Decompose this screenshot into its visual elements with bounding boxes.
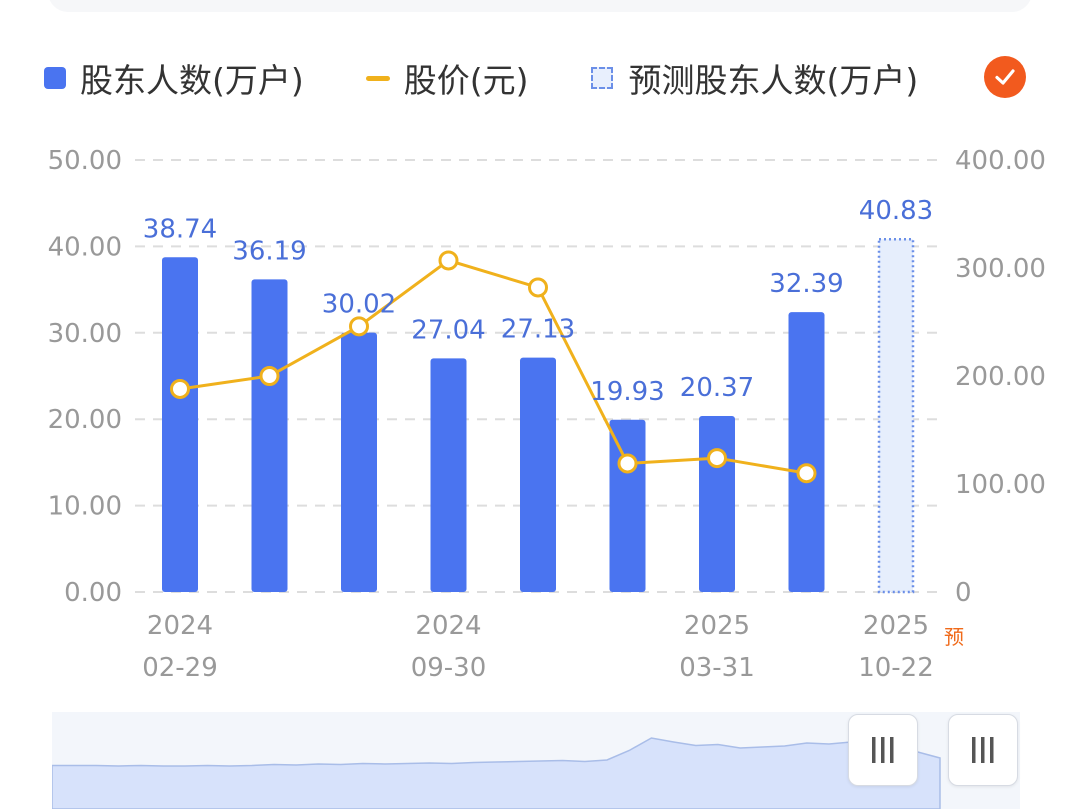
price-point	[349, 316, 369, 337]
price-point	[259, 366, 280, 386]
price-point	[796, 463, 817, 484]
holders-bar	[609, 419, 646, 592]
y-left-tick-label: 10.00	[48, 492, 122, 522]
x-tick-year: 2025	[684, 611, 750, 641]
navigator-handle-right[interactable]	[948, 714, 1018, 786]
holders-bar-label: 30.02	[322, 290, 396, 320]
holders-bar-label: 19.93	[590, 377, 664, 407]
holders-bar	[699, 416, 735, 592]
y-right-tick-label: 0	[955, 578, 972, 608]
grip-icon	[872, 737, 894, 763]
holders-bar	[341, 332, 377, 592]
legend-label-price: 股价(元)	[403, 61, 529, 100]
filter-toggle-button[interactable]	[984, 56, 1026, 98]
holders-bar-label: 20.37	[680, 373, 754, 403]
y-left-tick-label: 30.00	[48, 319, 122, 349]
legend-item-forecast[interactable]: 预测股东人数(万户)	[590, 54, 919, 102]
legend-swatch-price	[365, 75, 390, 81]
price-point	[617, 453, 638, 474]
price-point	[528, 277, 548, 298]
holders-bar-label: 38.74	[143, 214, 217, 244]
holders-price-chart: 0.00 10.00 20.00 30.00 40.00 50.00 0 100.00 200.…	[48, 146, 1046, 683]
y-right-tick-label: 200.00	[955, 362, 1046, 392]
holders-bar	[251, 279, 288, 592]
holders-bar-label: 27.04	[411, 315, 485, 345]
x-tick-date: 10-22	[858, 653, 934, 683]
forecast-bar	[877, 237, 915, 594]
legend-label-forecast: 预测股东人数(万户)	[628, 61, 919, 100]
y-left-tick-label: 50.00	[48, 146, 122, 176]
y-left-tick-label: 20.00	[48, 405, 122, 435]
holders-bar	[162, 257, 198, 592]
price-point	[170, 378, 190, 399]
holders-bar	[430, 358, 467, 592]
forecast-flag: 预	[944, 625, 964, 649]
forecast-bar-label: 40.83	[859, 196, 933, 226]
y-left-tick-label: 0.00	[64, 578, 122, 608]
holders-bar	[520, 357, 556, 592]
x-tick-year: 2025	[863, 611, 929, 641]
x-tick-year: 2024	[415, 611, 481, 641]
x-tick-date: 03-31	[679, 653, 755, 683]
y-right-tick-label: 400.00	[955, 146, 1046, 176]
navigator-overview-area	[52, 737, 941, 809]
legend-swatch-forecast	[590, 67, 613, 89]
navigator-area-path	[52, 737, 941, 809]
holders-bar-label: 32.39	[769, 269, 843, 299]
legend-swatch-holders	[44, 67, 66, 89]
y-left-tick-label: 40.00	[48, 232, 122, 262]
legend: 股东人数(万户) 股价(元) 预测股东人数(万户)	[44, 52, 918, 104]
top-card	[48, 0, 1032, 12]
legend-label-holders: 股东人数(万户)	[80, 61, 304, 100]
navigator-handle-left[interactable]	[848, 714, 918, 786]
check-icon	[995, 69, 1015, 85]
grip-icon	[972, 737, 994, 763]
holders-bar-label: 27.13	[501, 315, 575, 345]
x-tick-date: 02-29	[142, 653, 218, 683]
holders-bar	[788, 312, 825, 592]
legend-item-holders[interactable]: 股东人数(万户)	[44, 54, 304, 102]
x-tick-date: 09-30	[411, 653, 487, 683]
holders-bar-label: 36.19	[232, 236, 306, 266]
legend-item-price[interactable]: 股价(元)	[365, 54, 529, 102]
y-right-tick-label: 300.00	[955, 254, 1046, 284]
x-tick-year: 2024	[147, 611, 213, 641]
price-point	[438, 250, 459, 271]
y-right-tick-label: 100.00	[955, 470, 1046, 500]
price-point	[707, 448, 727, 469]
price-line	[179, 258, 807, 475]
